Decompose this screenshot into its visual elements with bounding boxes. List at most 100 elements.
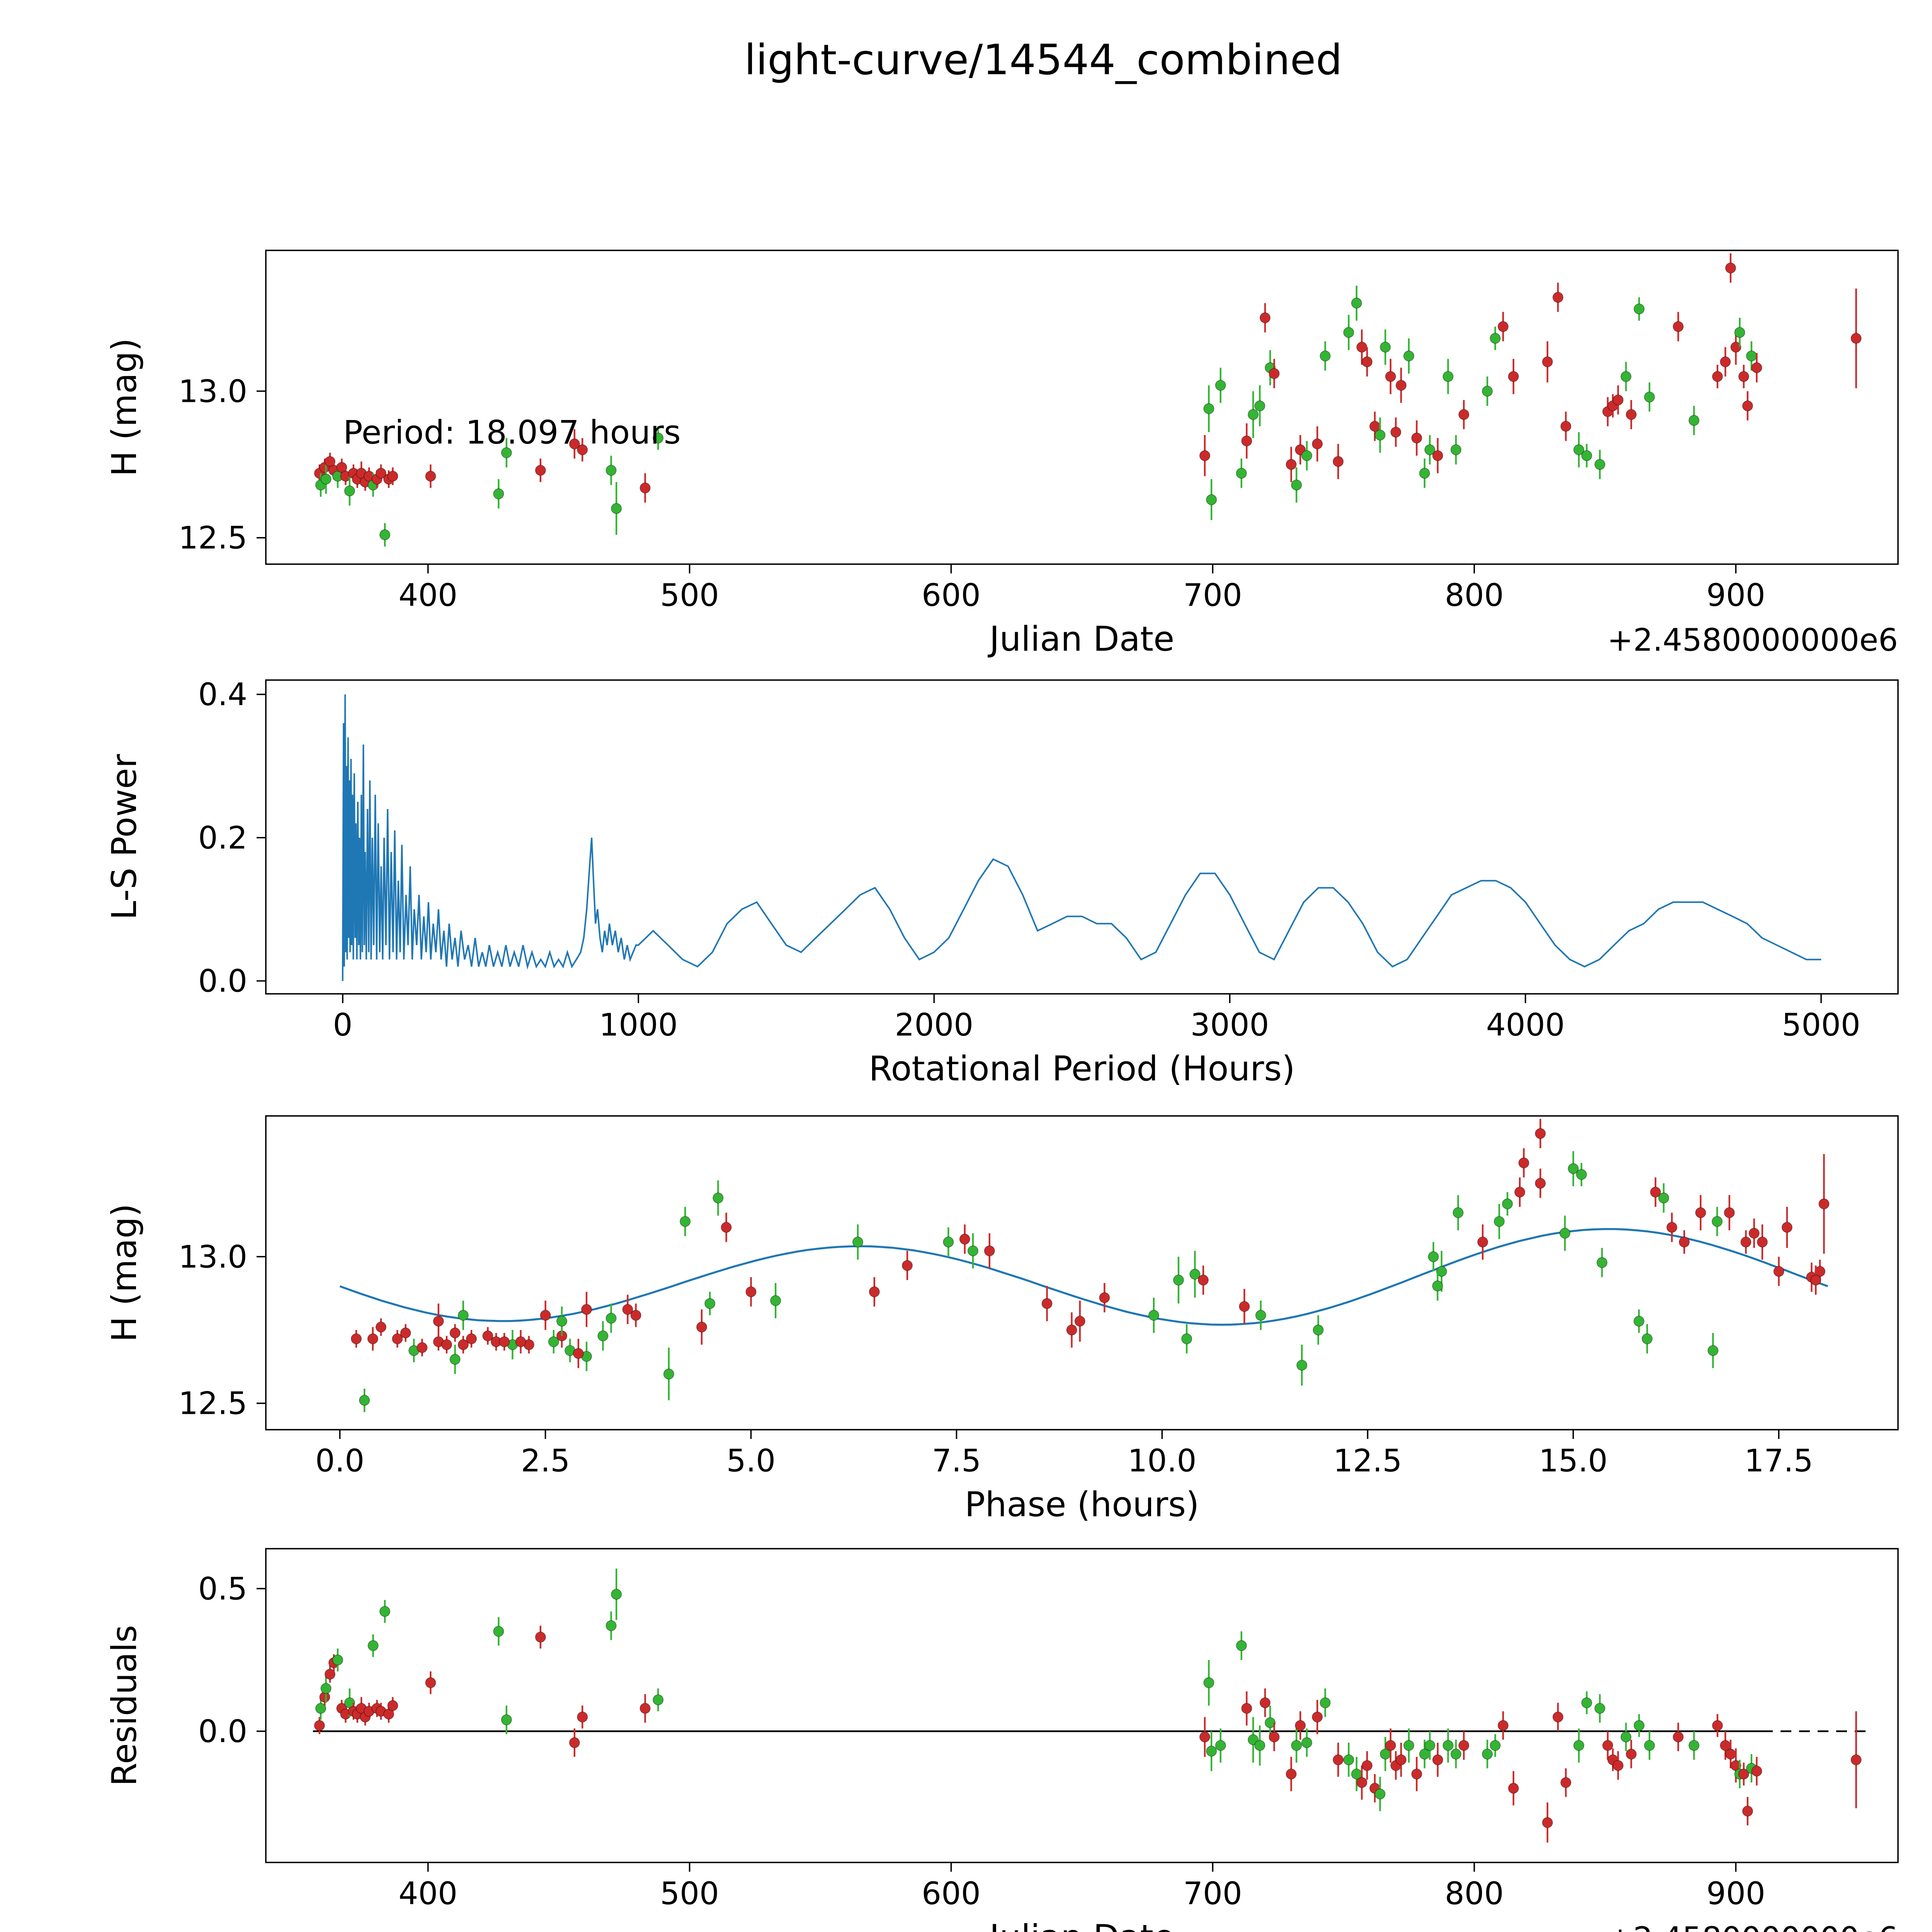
data-point-green [1380, 342, 1391, 353]
data-point-red [1773, 1266, 1784, 1277]
x-tick-label: 700 [1183, 577, 1242, 613]
data-point-green [1708, 1345, 1719, 1356]
data-point-green [1451, 1748, 1462, 1760]
data-point-green [1254, 400, 1265, 412]
data-point-green [1451, 444, 1462, 456]
data-point-green [344, 485, 355, 497]
data-point-red [1369, 421, 1381, 432]
data-point-red [1814, 1266, 1825, 1277]
data-point-green [320, 474, 332, 485]
data-point-green [548, 1336, 559, 1347]
data-point-green [1248, 409, 1259, 420]
data-point-green [1203, 1677, 1214, 1688]
data-point-green [1494, 1216, 1505, 1227]
data-point-green [1644, 1740, 1655, 1751]
data-point-red [1199, 1731, 1211, 1743]
x-tick-label: 800 [1445, 1876, 1504, 1912]
model-fit-curve [339, 1228, 1828, 1326]
data-point-red [449, 1327, 461, 1338]
data-point-red [499, 1336, 510, 1347]
data-point-green [605, 1620, 617, 1631]
axes-box [265, 1115, 1899, 1430]
data-point-green [1424, 1740, 1435, 1751]
data-point-red [959, 1233, 970, 1245]
data-point-red [1751, 1765, 1762, 1777]
data-point-red [1724, 1207, 1735, 1218]
y-tick-label: 12.5 [179, 1386, 247, 1422]
data-point-green [1573, 444, 1585, 456]
data-point-red [1612, 1760, 1624, 1771]
data-point-red [569, 438, 580, 449]
data-point-green [1428, 1251, 1439, 1262]
data-point-green [611, 503, 622, 514]
data-point-red [1390, 427, 1401, 438]
data-point-red [1458, 1740, 1469, 1751]
data-point-green [1482, 1748, 1493, 1760]
data-point-red [1666, 1222, 1677, 1233]
data-point-red [1553, 1711, 1564, 1723]
data-point-red [375, 1321, 386, 1333]
data-point-green [1403, 1740, 1415, 1751]
data-point-red [1041, 1298, 1053, 1309]
data-point-green [1419, 468, 1430, 479]
data-point-green [1711, 1216, 1723, 1227]
data-point-red [1850, 333, 1862, 344]
data-point-green [653, 1694, 664, 1706]
data-point-red [1650, 1187, 1661, 1198]
data-point-red [1518, 1157, 1529, 1168]
data-point-red [482, 1330, 493, 1342]
data-point-red [1385, 1740, 1396, 1751]
data-point-green [1301, 1737, 1313, 1748]
x-tick-label: 2000 [895, 1007, 974, 1043]
data-point-red [1312, 438, 1323, 449]
data-point-green [943, 1236, 954, 1248]
data-point-red [1198, 1274, 1209, 1286]
data-point-green [653, 432, 664, 444]
data-point-green [1633, 303, 1645, 315]
panel-jd-lightcurve: 400 500 600 700 800 900 12.5 13.0 Julian Date H (… [104, 250, 1899, 659]
data-point-green [1301, 450, 1313, 461]
data-point-green [449, 1354, 461, 1365]
data-point-red [1742, 1806, 1753, 1817]
x-tick-label: 400 [398, 1876, 457, 1912]
data-point-green [359, 1395, 370, 1406]
x-axis-label: Julian Date [988, 619, 1175, 659]
data-point-red [314, 1720, 325, 1731]
data-point-green [1255, 1310, 1266, 1321]
x-offset-label: +2.4580000000e6 [1607, 1920, 1898, 1932]
data-point-red [902, 1260, 913, 1271]
data-point-green [1374, 430, 1386, 441]
data-point-red [1241, 435, 1252, 447]
data-point-red [1099, 1292, 1110, 1303]
x-tick-label: 15.0 [1539, 1443, 1607, 1479]
data-point-green [1189, 1269, 1201, 1280]
data-point-red [1542, 356, 1553, 367]
data-point-red [1239, 1301, 1250, 1312]
data-point-green [1658, 1192, 1669, 1204]
data-point-red [1498, 1720, 1509, 1731]
data-point-green [1236, 1640, 1247, 1651]
data-point-green [1254, 1740, 1265, 1751]
panel-residuals: 400 500 600 700 800 900 0.0 0.5 Julian Date Resid… [104, 1548, 1899, 1932]
data-point-red [1432, 1754, 1443, 1765]
data-point-red [457, 1339, 469, 1350]
data-point-red [336, 462, 347, 473]
data-point-red [540, 1310, 551, 1321]
y-axis-label: H (mag) [104, 1204, 144, 1342]
data-point-red [1560, 421, 1571, 432]
data-point-green [1320, 350, 1331, 362]
data-point-green [1594, 1703, 1605, 1714]
data-point-red [425, 471, 436, 482]
data-point-red [1385, 371, 1396, 382]
period-annotation: Period: 18.097 hours [343, 413, 681, 451]
data-point-red [1411, 1769, 1422, 1780]
y-axis-label: L-S Power [104, 754, 144, 920]
data-point-green [1560, 1228, 1571, 1239]
data-point-red [1850, 1754, 1862, 1765]
data-point-green [1581, 1697, 1592, 1708]
data-point-red [1286, 459, 1297, 470]
data-point-red [1286, 1769, 1297, 1780]
x-offset-label: +2.4580000000e6 [1607, 622, 1898, 658]
data-point-red [375, 468, 386, 479]
